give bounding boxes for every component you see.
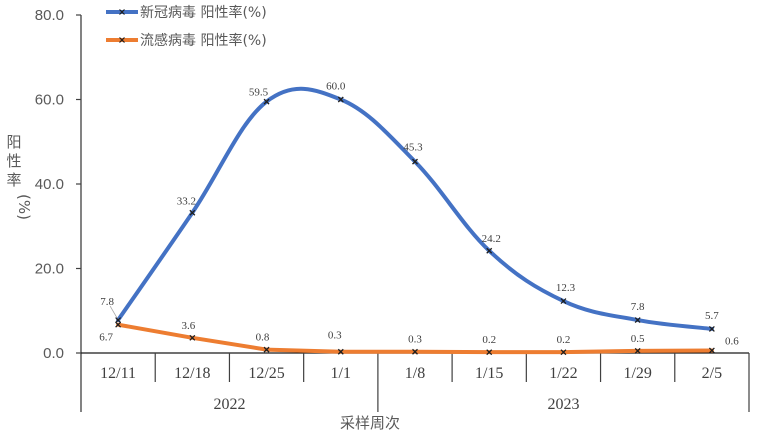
y-tick-label: 60.0 (35, 92, 64, 109)
y-axis: 0.0 20.0 40.0 60.0 80.0 (35, 7, 82, 412)
y-tick-label: 80.0 (35, 7, 64, 24)
flu-data-label: 0.8 (256, 332, 270, 344)
y-axis-title-char: 性 (6, 152, 21, 170)
label-leader-line (109, 305, 118, 319)
covid-line (116, 86, 714, 331)
year-label: 2023 (547, 396, 579, 413)
legend-item-covid: 新冠病毒 阳性率(%) (106, 4, 267, 21)
flu-data-label: 0.2 (482, 334, 496, 346)
y-tick-label: 0.0 (43, 345, 64, 362)
data-point-marker-icon (189, 334, 196, 341)
flu-data-label: 6.7 (99, 332, 113, 344)
covid-data-label: 7.8 (631, 301, 645, 313)
data-point-marker-icon (486, 247, 493, 254)
data-point-marker-icon (189, 209, 196, 216)
legend-item-flu: 流感病毒 阳性率(%) (106, 32, 267, 49)
series-layer (115, 86, 715, 356)
x-axis-title: 采样周次 (340, 414, 400, 432)
x-category-label: 1/1 (331, 365, 351, 382)
data-point-marker-icon (634, 317, 641, 324)
y-axis-title-char: 阳 (6, 133, 21, 151)
legend: 新冠病毒 阳性率(%) 流感病毒 阳性率(%) (106, 4, 267, 49)
data-point-marker-icon (486, 349, 493, 356)
data-point-marker-icon (337, 348, 344, 355)
data-point-marker-icon (337, 96, 344, 103)
flu-data-label: 0.5 (631, 333, 645, 345)
data-point-marker-icon (412, 348, 418, 355)
flu-data-label: 0.3 (408, 334, 422, 346)
y-axis-title-char: 率 (6, 171, 21, 189)
x-category-label: 1/22 (549, 365, 577, 382)
covid-data-label: 33.2 (177, 196, 196, 208)
y-tick-label: 40.0 (35, 176, 64, 193)
covid-data-label: 24.2 (482, 233, 501, 245)
x-category-label: 12/25 (248, 365, 284, 382)
covid-data-label: 7.8 (100, 296, 114, 308)
x-axis: 12/11 12/18 12/25 1/1 1/8 1/15 1/22 1/29 2/5 2022… (81, 352, 750, 413)
data-point-marker-icon (412, 158, 418, 165)
covid-data-label: 59.5 (249, 87, 269, 99)
flu-data-label: 3.6 (181, 320, 195, 332)
data-point-marker-icon (708, 347, 715, 354)
x-category-label: 12/11 (100, 365, 136, 382)
x-category-label: 1/8 (405, 365, 425, 382)
y-axis-title-unit: (%) (15, 194, 33, 220)
legend-label: 新冠病毒 阳性率(%) (140, 4, 267, 21)
covid-data-label: 5.7 (705, 310, 719, 322)
flu-data-label: 0.6 (725, 335, 739, 347)
covid-data-label: 45.3 (403, 142, 423, 154)
data-point-marker-icon (115, 321, 122, 328)
data-labels: 7.8 33.2 59.5 60.0 45.3 24.2 12.3 7.8 5.7 6.7 3.6 0… (99, 81, 739, 348)
data-point-marker-icon (263, 98, 270, 105)
covid-data-label: 12.3 (556, 282, 576, 294)
covid-data-label: 60.0 (326, 81, 346, 93)
flu-data-label: 0.3 (328, 330, 342, 342)
data-point-marker-icon (560, 298, 567, 304)
data-point-marker-icon (708, 325, 715, 332)
data-point-marker-icon (263, 346, 270, 353)
x-category-label: 12/18 (174, 365, 210, 382)
legend-label: 流感病毒 阳性率(%) (140, 32, 267, 49)
x-category-label: 1/15 (475, 365, 503, 382)
data-point-marker-icon (560, 349, 567, 356)
flu-data-label: 0.2 (557, 334, 571, 346)
year-label: 2022 (213, 396, 245, 413)
data-point-marker-icon (634, 347, 641, 354)
x-category-label: 1/29 (623, 365, 651, 382)
data-point-marker-icon (115, 317, 122, 324)
axis-titles: 阳性率 (%) 采样周次 (6, 133, 400, 432)
y-tick-label: 20.0 (35, 261, 64, 278)
x-category-label: 2/5 (702, 365, 722, 382)
